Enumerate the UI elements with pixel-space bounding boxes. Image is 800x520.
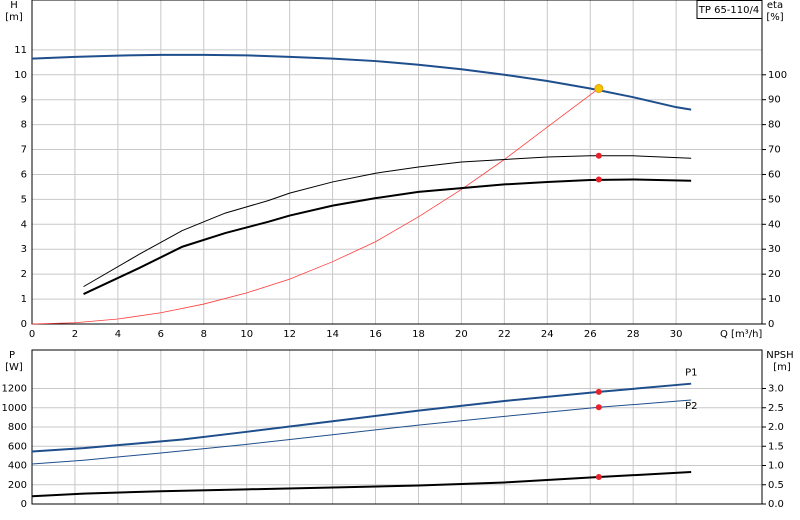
y-tick-label: 6 xyxy=(21,169,27,180)
y2-tick-label: 2.5 xyxy=(768,403,784,414)
x-tick-label: 12 xyxy=(283,329,296,340)
y2-tick-label: 1.0 xyxy=(768,461,784,472)
y-tick-label: 7 xyxy=(21,145,27,156)
y2-tick-label: 80 xyxy=(768,120,781,131)
y-tick-label: 10 xyxy=(14,70,27,81)
y-unit: [m] xyxy=(5,12,23,23)
y2-tick-label: 90 xyxy=(768,95,781,106)
x-tick-label: 18 xyxy=(412,329,425,340)
y-tick-label: 3 xyxy=(21,244,27,255)
y2-tick-label: 1.5 xyxy=(768,441,784,452)
x-tick-label: 6 xyxy=(158,329,164,340)
y2-tick-label: 10 xyxy=(768,294,781,305)
y-tick-label: 5 xyxy=(21,194,27,205)
duty-point xyxy=(595,176,602,183)
duty-point xyxy=(595,474,602,481)
y2-tick-label: 30 xyxy=(768,244,781,255)
y-tick-label: 800 xyxy=(8,422,27,433)
x-tick-label: 0 xyxy=(29,329,35,340)
curve xyxy=(31,382,692,453)
y2-tick-label: 0.0 xyxy=(768,499,784,510)
y-tick-label: 1200 xyxy=(2,384,27,395)
duty-point xyxy=(595,404,602,411)
duty-point xyxy=(595,152,602,159)
curve xyxy=(31,53,692,111)
y2-tick-label: 0.5 xyxy=(768,480,784,491)
y2-tick-label: 40 xyxy=(768,219,781,230)
y-tick-label: 400 xyxy=(8,461,27,472)
y2-tick-label: 70 xyxy=(768,145,781,156)
plot-frame xyxy=(31,349,763,505)
y-unit: [W] xyxy=(5,362,23,373)
y-tick-label: 200 xyxy=(8,480,27,491)
x-tick-label: 8 xyxy=(201,329,207,340)
y2-unit: [m] xyxy=(773,362,791,373)
series-label: P2 xyxy=(685,401,697,412)
x-tick-label: 24 xyxy=(541,329,554,340)
chart-title: TP 65-110/4 xyxy=(698,5,759,16)
curve xyxy=(31,399,692,465)
x-tick-label: 10 xyxy=(240,329,253,340)
y2-tick-label: 2.0 xyxy=(768,422,784,433)
y-tick-label: 9 xyxy=(21,95,27,106)
y2-tick-label: 60 xyxy=(768,169,781,180)
y-tick-label: 1000 xyxy=(2,403,27,414)
y-label: P xyxy=(9,350,15,361)
y-tick-label: 0 xyxy=(21,319,27,330)
curve xyxy=(83,178,692,295)
y-tick-label: 600 xyxy=(8,441,27,452)
y-tick-label: 0 xyxy=(21,499,27,510)
duty-point xyxy=(595,388,602,395)
x-tick-label: 16 xyxy=(369,329,382,340)
x-label: Q [m³/h] xyxy=(720,329,762,340)
x-tick-label: 22 xyxy=(498,329,511,340)
x-tick-label: 26 xyxy=(584,329,597,340)
x-tick-label: 28 xyxy=(627,329,640,340)
curve xyxy=(31,471,692,498)
x-tick-label: 30 xyxy=(670,329,683,340)
curve xyxy=(31,88,600,325)
y2-tick-label: 0 xyxy=(768,319,774,330)
y-tick-label: 4 xyxy=(21,219,27,230)
x-tick-label: 2 xyxy=(72,329,78,340)
curve xyxy=(83,155,692,288)
y2-label: NPSH xyxy=(766,350,793,361)
duty-point xyxy=(594,83,604,93)
plot-frame xyxy=(31,0,763,325)
series-label: P1 xyxy=(685,368,697,379)
y-label: H xyxy=(10,0,18,11)
y-tick-label: 11 xyxy=(14,45,27,56)
y2-tick-label: 20 xyxy=(768,269,781,280)
y2-unit: [%] xyxy=(766,12,783,23)
y-tick-label: 1 xyxy=(21,294,27,305)
y2-label: eta xyxy=(767,0,783,11)
x-tick-label: 20 xyxy=(455,329,468,340)
y2-tick-label: 100 xyxy=(768,70,787,81)
x-tick-label: 4 xyxy=(115,329,121,340)
y2-tick-label: 50 xyxy=(768,194,781,205)
y-tick-label: 2 xyxy=(21,269,27,280)
y2-tick-label: 3.0 xyxy=(768,384,784,395)
y-tick-label: 8 xyxy=(21,120,27,131)
x-tick-label: 14 xyxy=(326,329,339,340)
